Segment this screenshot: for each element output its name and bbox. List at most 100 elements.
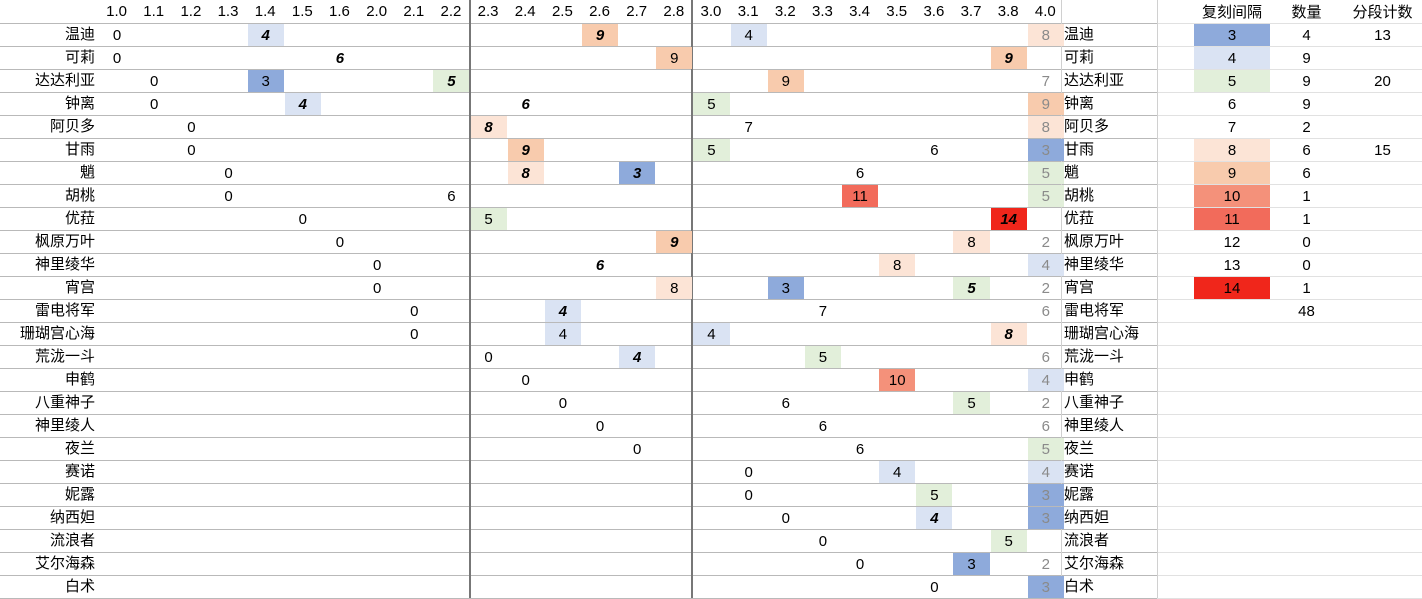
current-interval-cell[interactable]: 3 xyxy=(1027,576,1064,598)
interval-cell[interactable]: 0 xyxy=(410,325,419,343)
interval-cell[interactable]: 6 xyxy=(447,187,456,205)
interval-cell[interactable]: 0 xyxy=(372,256,382,274)
summary-count-cell[interactable]: 9 xyxy=(1302,72,1311,90)
current-interval-cell[interactable]: 5 xyxy=(1027,438,1064,460)
interval-cell[interactable]: 6 xyxy=(855,164,865,182)
interval-cell[interactable]: 8 xyxy=(656,277,693,299)
character-name-right[interactable]: 荒泷一斗 xyxy=(1064,348,1125,365)
interval-cell[interactable]: 0 xyxy=(112,26,122,44)
character-name[interactable]: 荒泷一斗 xyxy=(34,348,95,365)
interval-cell[interactable]: 4 xyxy=(544,323,581,345)
version-header[interactable]: 3.8 xyxy=(997,3,1019,20)
current-interval-cell[interactable]: 8 xyxy=(1027,24,1064,46)
character-name-right[interactable]: 枫原万叶 xyxy=(1064,233,1125,250)
summary-count-cell[interactable]: 9 xyxy=(1302,95,1311,113)
interval-cell[interactable]: 9 xyxy=(767,70,804,92)
version-header[interactable]: 2.7 xyxy=(626,3,648,20)
interval-cell[interactable]: 9 xyxy=(581,24,619,46)
character-name-right[interactable]: 神里绫人 xyxy=(1064,417,1125,434)
interval-cell[interactable]: 6 xyxy=(521,95,530,113)
interval-cell[interactable]: 0 xyxy=(595,417,605,435)
interval-cell[interactable]: 5 xyxy=(804,346,841,368)
character-name-right[interactable]: 珊瑚宫心海 xyxy=(1064,325,1140,342)
current-interval-cell[interactable]: 2 xyxy=(1041,394,1050,412)
character-name[interactable]: 胡桃 xyxy=(64,187,95,204)
character-name[interactable]: 八重神子 xyxy=(34,394,95,411)
summary-count-cell[interactable]: 1 xyxy=(1302,187,1311,205)
interval-cell[interactable]: 0 xyxy=(484,348,493,366)
interval-cell[interactable]: 11 xyxy=(842,185,879,207)
interval-cell[interactable]: 0 xyxy=(150,95,159,113)
interval-cell[interactable]: 9 xyxy=(990,47,1027,69)
interval-cell[interactable]: 8 xyxy=(507,162,544,184)
version-header[interactable]: 1.6 xyxy=(329,3,350,20)
current-interval-cell[interactable]: 3 xyxy=(1027,484,1064,506)
summary-interval-cell[interactable]: 5 xyxy=(1194,70,1270,92)
interval-cell[interactable]: 0 xyxy=(187,141,196,159)
summary-count-cell[interactable]: 4 xyxy=(1302,26,1311,44)
version-header[interactable]: 3.0 xyxy=(700,3,722,20)
character-name[interactable]: 钟离 xyxy=(64,95,95,112)
character-name-right[interactable]: 赛诺 xyxy=(1064,463,1095,480)
summary-segment-cell[interactable]: 15 xyxy=(1374,141,1391,159)
character-name[interactable]: 神里绫华 xyxy=(34,256,95,273)
interval-cell[interactable]: 4 xyxy=(619,346,656,368)
character-name-right[interactable]: 神里绫华 xyxy=(1064,256,1125,273)
summary-interval-cell[interactable]: 3 xyxy=(1194,24,1270,46)
interval-cell[interactable]: 0 xyxy=(410,302,419,320)
character-name[interactable]: 优菈 xyxy=(64,210,95,227)
interval-cell[interactable]: 5 xyxy=(953,392,990,414)
version-header[interactable]: 3.4 xyxy=(849,3,870,20)
interval-cell[interactable]: 0 xyxy=(781,509,790,527)
current-interval-cell[interactable]: 5 xyxy=(1027,185,1064,207)
version-header[interactable]: 2.8 xyxy=(663,3,685,20)
character-name-right[interactable]: 夜兰 xyxy=(1064,440,1095,457)
interval-cell[interactable]: 8 xyxy=(990,323,1027,345)
version-header[interactable]: 2.1 xyxy=(403,3,425,20)
interval-cell[interactable]: 9 xyxy=(656,231,693,253)
current-interval-cell[interactable]: 4 xyxy=(1027,254,1064,276)
character-name[interactable]: 申鹤 xyxy=(64,371,95,388)
character-name-right[interactable]: 魈 xyxy=(1064,164,1080,181)
interval-cell[interactable]: 7 xyxy=(818,302,828,320)
interval-cell[interactable]: 3 xyxy=(953,553,990,575)
interval-cell[interactable]: 7 xyxy=(744,118,753,136)
interval-cell[interactable]: 10 xyxy=(879,369,916,391)
character-name-right[interactable]: 八重神子 xyxy=(1064,394,1125,411)
character-name[interactable]: 妮露 xyxy=(64,486,95,503)
version-header[interactable]: 3.7 xyxy=(960,3,982,20)
character-name[interactable]: 可莉 xyxy=(64,49,95,66)
interval-cell[interactable]: 6 xyxy=(335,49,345,67)
character-name[interactable]: 夜兰 xyxy=(64,440,95,457)
current-interval-cell[interactable]: 2 xyxy=(1041,555,1050,573)
character-name[interactable]: 珊瑚宫心海 xyxy=(19,325,95,342)
summary-count-cell[interactable]: 2 xyxy=(1302,118,1311,136)
character-name-right[interactable]: 艾尔海森 xyxy=(1064,555,1125,572)
character-name[interactable]: 温迪 xyxy=(64,26,95,43)
character-name-right[interactable]: 妮露 xyxy=(1064,486,1095,503)
summary-count-cell[interactable]: 1 xyxy=(1302,279,1311,297)
current-interval-cell[interactable]: 6 xyxy=(1041,348,1050,366)
summary-count-cell[interactable]: 6 xyxy=(1302,141,1311,159)
summary-interval-cell[interactable]: 10 xyxy=(1194,185,1270,207)
interval-cell[interactable]: 0 xyxy=(112,49,122,67)
version-header[interactable]: 2.4 xyxy=(514,3,536,20)
summary-count-cell[interactable]: 48 xyxy=(1298,302,1315,320)
character-name[interactable]: 雷电将军 xyxy=(34,302,95,319)
interval-cell[interactable]: 3 xyxy=(767,277,804,299)
character-name[interactable]: 艾尔海森 xyxy=(34,555,95,572)
current-interval-cell[interactable]: 3 xyxy=(1027,507,1064,529)
current-interval-cell[interactable]: 6 xyxy=(1041,302,1050,320)
version-header[interactable]: 1.2 xyxy=(180,3,202,20)
character-name[interactable]: 枫原万叶 xyxy=(34,233,95,250)
character-name-right[interactable]: 雷电将军 xyxy=(1064,302,1125,319)
interval-cell[interactable]: 8 xyxy=(470,116,507,138)
character-name-right[interactable]: 温迪 xyxy=(1064,26,1095,43)
current-interval-cell[interactable]: 5 xyxy=(1027,162,1064,184)
version-header[interactable]: 4.0 xyxy=(1034,3,1056,20)
summary-segment-cell[interactable]: 13 xyxy=(1374,26,1391,44)
interval-cell[interactable]: 5 xyxy=(433,70,470,92)
version-header[interactable]: 3.2 xyxy=(774,3,796,20)
interval-cell[interactable]: 3 xyxy=(247,70,284,92)
